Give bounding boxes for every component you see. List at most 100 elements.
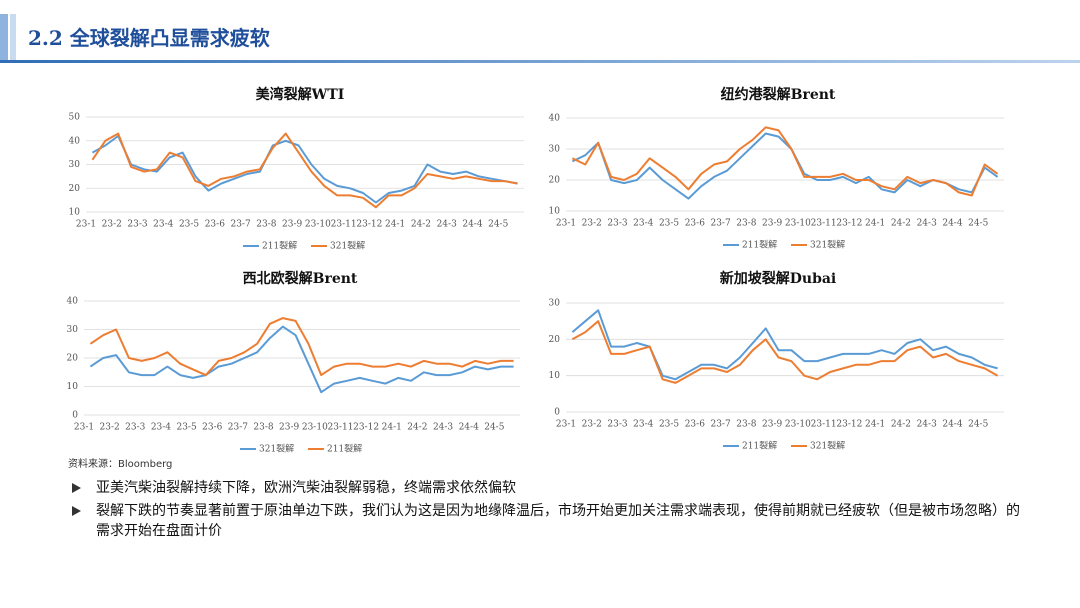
- x-tick-label: 24-2: [891, 219, 911, 229]
- x-tick-label: 23-9: [762, 420, 782, 430]
- x-tick-label: 23-11: [327, 423, 353, 433]
- x-tick-label: 23-11: [811, 219, 837, 229]
- series-line: [89, 317, 514, 377]
- legend-label: 211裂解: [742, 440, 777, 452]
- x-tick-label: 24-1: [865, 420, 885, 430]
- x-tick-label: 23-3: [127, 220, 147, 230]
- legend-label: 321裂解: [259, 443, 294, 455]
- x-tick-label: 23-6: [202, 423, 222, 433]
- x-tick-label: 23-11: [331, 220, 357, 230]
- x-tick-label: 23-6: [205, 220, 225, 230]
- y-tick-label: 10: [549, 207, 561, 217]
- chart-title: 纽约港裂解Brent: [721, 86, 836, 103]
- legend-label: 321裂解: [810, 239, 845, 251]
- x-tick-label: 23-5: [659, 420, 679, 430]
- x-tick-label: 23-7: [710, 219, 730, 229]
- y-tick-label: 30: [67, 325, 79, 335]
- header-rule: [0, 60, 1080, 63]
- x-tick-label: 23-12: [836, 420, 862, 430]
- chart-title: 西北欧裂解Brent: [243, 270, 358, 287]
- x-tick-label: 23-8: [256, 220, 276, 230]
- y-tick-label: 30: [549, 299, 561, 309]
- x-tick-label: 24-5: [484, 423, 504, 433]
- x-tick-label: 23-3: [607, 420, 627, 430]
- x-tick-label: 24-5: [968, 420, 988, 430]
- y-tick-label: 0: [72, 411, 78, 421]
- x-tick-label: 23-1: [556, 219, 576, 229]
- y-tick-label: 40: [549, 114, 561, 124]
- y-tick-label: 0: [554, 408, 560, 418]
- x-tick-label: 23-7: [230, 220, 250, 230]
- y-tick-label: 40: [69, 136, 81, 146]
- x-tick-label: 23-7: [710, 420, 730, 430]
- legend-label: 321裂解: [810, 440, 845, 452]
- x-tick-label: 23-6: [685, 420, 705, 430]
- x-tick-label: 23-6: [685, 219, 705, 229]
- x-tick-label: 24-3: [433, 423, 453, 433]
- series-line: [571, 320, 999, 384]
- legend-label: 211裂解: [742, 239, 777, 251]
- y-tick-label: 20: [69, 184, 81, 194]
- legend-label: 211裂解: [327, 443, 362, 455]
- x-tick-label: 23-2: [100, 423, 120, 433]
- header-stripe: [0, 14, 8, 60]
- x-tick-label: 24-1: [382, 423, 402, 433]
- x-tick-label: 24-2: [891, 420, 911, 430]
- y-tick-label: 10: [69, 208, 81, 218]
- legend-label: 321裂解: [330, 240, 365, 252]
- x-tick-label: 23-1: [556, 420, 576, 430]
- x-tick-label: 24-4: [462, 220, 482, 230]
- x-tick-label: 24-1: [385, 220, 405, 230]
- x-tick-label: 23-3: [125, 423, 145, 433]
- x-tick-label: 23-10: [785, 219, 811, 229]
- x-tick-label: 23-9: [282, 220, 302, 230]
- y-tick-label: 20: [549, 335, 561, 345]
- x-tick-label: 24-4: [942, 420, 962, 430]
- x-tick-label: 23-5: [179, 220, 199, 230]
- x-tick-label: 23-4: [633, 420, 653, 430]
- x-tick-label: 23-8: [736, 420, 756, 430]
- x-tick-label: 24-1: [865, 219, 885, 229]
- x-tick-label: 23-10: [785, 420, 811, 430]
- x-tick-label: 24-4: [459, 423, 479, 433]
- header-title: 2.2 全球裂解凸显需求疲软: [28, 26, 270, 50]
- series-line: [571, 126, 999, 197]
- x-tick-label: 23-5: [176, 423, 196, 433]
- x-tick-label: 23-12: [836, 219, 862, 229]
- x-tick-label: 23-8: [736, 219, 756, 229]
- y-tick-label: 40: [67, 297, 79, 307]
- bullet: 亚美汽柴油裂解持续下降，欧洲汽柴油裂解弱稳，终端需求依然偏软: [72, 478, 1026, 498]
- x-tick-label: 23-4: [151, 423, 171, 433]
- header-stripe: [10, 14, 16, 60]
- x-tick-label: 23-3: [607, 219, 627, 229]
- x-tick-label: 23-11: [811, 420, 837, 430]
- x-tick-label: 23-5: [659, 219, 679, 229]
- x-tick-label: 24-2: [407, 423, 427, 433]
- x-tick-label: 24-3: [437, 220, 457, 230]
- y-tick-label: 50: [69, 113, 81, 123]
- x-tick-label: 24-3: [917, 219, 937, 229]
- x-tick-label: 24-5: [968, 219, 988, 229]
- x-tick-label: 23-12: [353, 423, 379, 433]
- x-tick-label: 23-10: [305, 220, 331, 230]
- x-tick-label: 23-2: [102, 220, 122, 230]
- chart-title: 美湾裂解WTI: [256, 86, 345, 103]
- series-line: [91, 132, 518, 209]
- legend-label: 211裂解: [262, 240, 297, 252]
- x-tick-label: 24-5: [488, 220, 508, 230]
- x-tick-label: 23-4: [153, 220, 173, 230]
- x-tick-label: 23-2: [582, 219, 602, 229]
- series-line: [571, 132, 999, 200]
- chart-title: 新加坡裂解Dubai: [720, 270, 837, 287]
- y-tick-label: 30: [549, 145, 561, 155]
- source-note: 资料来源：Bloomberg: [68, 459, 173, 470]
- y-tick-label: 20: [67, 354, 79, 364]
- bullet: 裂解下跌的节奏显著前置于原油单边下跌，我们认为这是因为地缘降温后，市场开始更加关…: [72, 501, 1026, 541]
- x-tick-label: 24-4: [942, 219, 962, 229]
- x-tick-label: 24-2: [411, 220, 431, 230]
- y-tick-label: 10: [67, 382, 79, 392]
- y-tick-label: 20: [549, 176, 561, 186]
- series-line: [91, 135, 518, 204]
